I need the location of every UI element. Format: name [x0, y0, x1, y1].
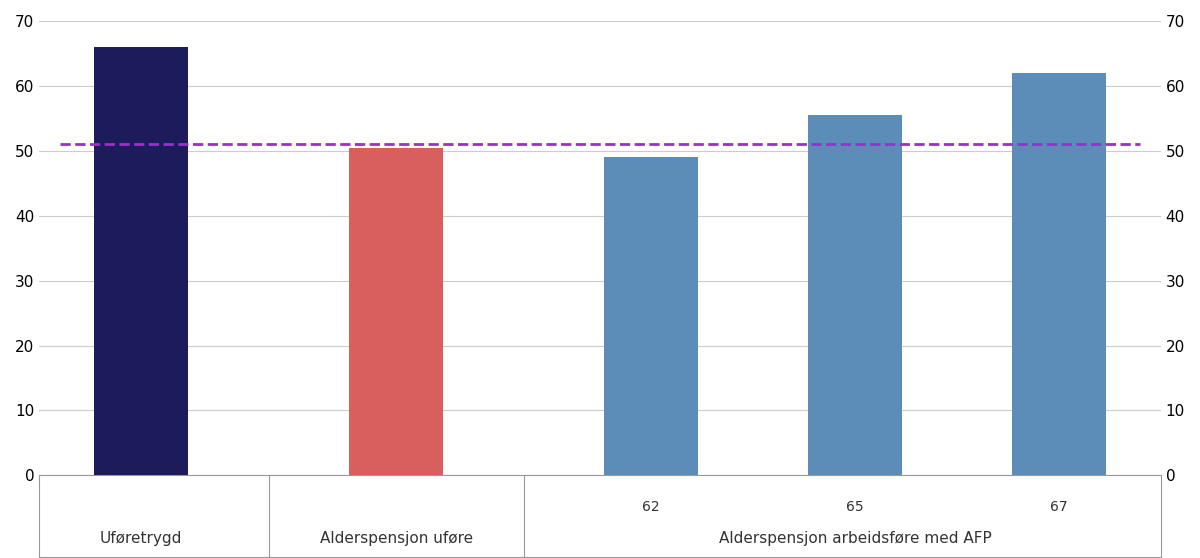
- Text: Alderspensjon arbeidsføre med AFP: Alderspensjon arbeidsføre med AFP: [719, 531, 991, 546]
- Text: 62: 62: [642, 500, 660, 514]
- Bar: [1012, 73, 1105, 475]
- Text: 67: 67: [1050, 500, 1068, 514]
- Bar: [808, 115, 901, 475]
- Bar: [349, 147, 443, 475]
- Bar: [95, 47, 188, 475]
- Text: Alderspensjon uføre: Alderspensjon uføre: [319, 531, 473, 546]
- Text: 65: 65: [846, 500, 864, 514]
- Bar: [605, 157, 697, 475]
- Text: Uføretrygd: Uføretrygd: [100, 531, 182, 546]
